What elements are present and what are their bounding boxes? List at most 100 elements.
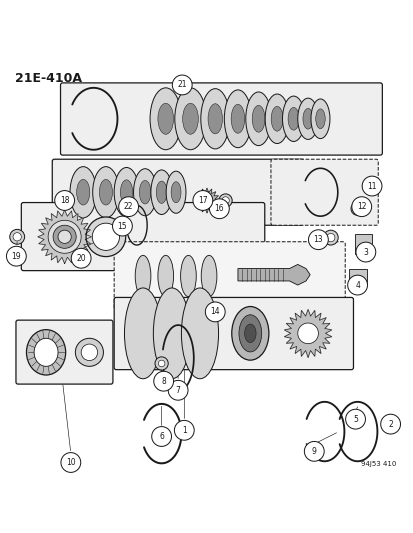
Polygon shape [284, 310, 331, 357]
FancyBboxPatch shape [349, 269, 366, 285]
Ellipse shape [99, 180, 112, 205]
Ellipse shape [201, 255, 216, 297]
Ellipse shape [120, 180, 133, 205]
Circle shape [326, 233, 334, 242]
Circle shape [297, 323, 318, 344]
Ellipse shape [34, 338, 58, 366]
Text: 12: 12 [356, 202, 366, 211]
Circle shape [55, 191, 74, 211]
Circle shape [119, 197, 138, 216]
Ellipse shape [252, 106, 264, 132]
Text: 11: 11 [366, 182, 376, 190]
Circle shape [13, 233, 21, 241]
Ellipse shape [70, 167, 96, 218]
Circle shape [355, 242, 375, 262]
Circle shape [209, 199, 229, 219]
Text: 21: 21 [177, 80, 187, 90]
Ellipse shape [200, 88, 229, 149]
Circle shape [202, 196, 211, 205]
Text: 17: 17 [197, 196, 207, 205]
Circle shape [174, 421, 194, 440]
Circle shape [151, 426, 171, 447]
Ellipse shape [157, 255, 173, 297]
Circle shape [7, 246, 26, 266]
Ellipse shape [207, 104, 222, 134]
FancyBboxPatch shape [354, 235, 371, 254]
Ellipse shape [150, 170, 172, 214]
Circle shape [351, 197, 371, 216]
Text: 4: 4 [354, 280, 359, 289]
Ellipse shape [124, 288, 161, 379]
Ellipse shape [180, 255, 196, 297]
FancyBboxPatch shape [60, 83, 382, 155]
Circle shape [58, 230, 71, 244]
Circle shape [168, 381, 188, 400]
FancyBboxPatch shape [114, 297, 353, 370]
Circle shape [361, 176, 381, 196]
FancyBboxPatch shape [114, 242, 344, 310]
Circle shape [172, 75, 192, 95]
Ellipse shape [287, 108, 299, 130]
Circle shape [153, 372, 173, 391]
Circle shape [308, 230, 328, 249]
Circle shape [53, 225, 76, 248]
Circle shape [112, 216, 132, 236]
Ellipse shape [76, 180, 90, 205]
Circle shape [71, 248, 91, 268]
Circle shape [380, 414, 399, 434]
Text: 8: 8 [161, 377, 166, 386]
Circle shape [362, 179, 377, 193]
Circle shape [350, 202, 363, 215]
FancyBboxPatch shape [21, 203, 264, 271]
Ellipse shape [93, 167, 119, 218]
Circle shape [218, 194, 232, 207]
FancyBboxPatch shape [16, 320, 113, 384]
Ellipse shape [238, 315, 261, 352]
Polygon shape [38, 210, 91, 264]
Ellipse shape [156, 181, 166, 204]
Text: 6: 6 [159, 432, 164, 441]
Circle shape [221, 197, 229, 204]
Ellipse shape [157, 103, 173, 134]
Text: 18: 18 [60, 196, 69, 205]
Circle shape [386, 418, 397, 430]
Circle shape [154, 357, 168, 370]
Text: 21E-410A: 21E-410A [15, 72, 82, 85]
Circle shape [304, 441, 323, 461]
Polygon shape [194, 188, 219, 213]
Circle shape [92, 223, 119, 251]
Text: 9: 9 [311, 447, 316, 456]
Circle shape [81, 344, 97, 361]
Ellipse shape [231, 306, 268, 360]
Text: 7: 7 [175, 386, 180, 395]
Ellipse shape [182, 103, 198, 134]
Text: 5: 5 [352, 415, 357, 424]
Circle shape [192, 191, 212, 211]
Ellipse shape [174, 88, 206, 150]
Polygon shape [237, 264, 309, 285]
Circle shape [345, 409, 365, 429]
Text: 13: 13 [313, 235, 323, 244]
Ellipse shape [302, 109, 313, 129]
Text: 22: 22 [123, 202, 133, 211]
Ellipse shape [244, 324, 256, 343]
Text: 94J53 410: 94J53 410 [361, 461, 396, 466]
FancyBboxPatch shape [52, 159, 303, 225]
Text: 10: 10 [66, 458, 76, 467]
Text: 15: 15 [117, 222, 127, 231]
Ellipse shape [297, 98, 318, 140]
Ellipse shape [282, 96, 304, 141]
Circle shape [347, 275, 367, 295]
Ellipse shape [310, 99, 329, 139]
Text: 19: 19 [12, 252, 21, 261]
Text: 3: 3 [363, 247, 368, 256]
Ellipse shape [171, 182, 180, 203]
Ellipse shape [224, 90, 251, 148]
Ellipse shape [265, 94, 288, 143]
Ellipse shape [150, 88, 181, 150]
Circle shape [205, 302, 225, 322]
Text: 2: 2 [387, 419, 392, 429]
Circle shape [61, 453, 81, 472]
Text: 16: 16 [214, 204, 224, 213]
Ellipse shape [26, 329, 66, 375]
